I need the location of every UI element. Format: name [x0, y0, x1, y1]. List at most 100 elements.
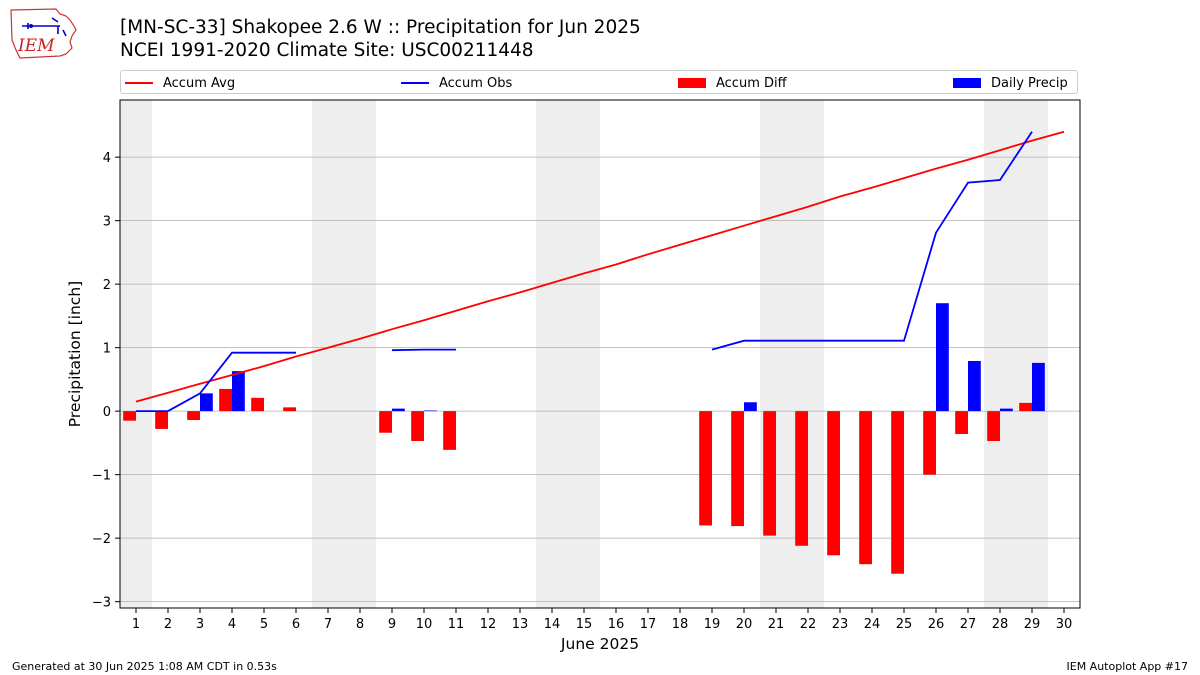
weekend-shade-day-8 [344, 100, 376, 608]
x-tick-label-20: 20 [736, 617, 753, 632]
accum-diff-bar-day-2 [155, 411, 168, 429]
x-tick-label-30: 30 [1056, 617, 1073, 632]
legend-item-daily-precip: Daily Precip [953, 74, 1068, 92]
chart-subtitle: NCEI 1991-2020 Climate Site: USC00211448 [120, 40, 534, 61]
x-tick-label-2: 2 [164, 617, 172, 632]
chart-title: [MN-SC-33] Shakopee 2.6 W :: Precipitati… [120, 17, 641, 38]
x-tick-label-4: 4 [228, 617, 236, 632]
weather-symbol-icon [22, 17, 67, 37]
x-tick-label-23: 23 [832, 617, 849, 632]
y-tick-label-1: 1 [103, 342, 111, 357]
autoplot-app-label: IEM Autoplot App #17 [1066, 660, 1189, 673]
accum-diff-bar-day-10 [411, 411, 424, 441]
daily-precip-bar-day-28 [1000, 408, 1013, 412]
y-tick-label-2: 2 [103, 278, 111, 293]
plot-frame [119, 99, 1081, 609]
x-tick-label-5: 5 [260, 617, 268, 632]
x-tick-label-12: 12 [480, 617, 497, 632]
accum-diff-bar-day-29 [1019, 402, 1032, 412]
daily-precip-bar-day-9 [392, 408, 405, 412]
daily-precip-bar-day-27 [968, 360, 981, 412]
y-axis-label: Precipitation [inch] [66, 281, 84, 427]
legend-label-accum-obs: Accum Obs [439, 75, 513, 91]
accum-diff-bar-day-20 [731, 411, 744, 527]
x-tick-label-29: 29 [1024, 617, 1041, 632]
x-tick-label-16: 16 [608, 617, 625, 632]
y-tick-label--1: −1 [92, 469, 111, 484]
accum-obs-line-segment-2 [711, 131, 1033, 351]
generated-timestamp: Generated at 30 Jun 2025 1:08 AM CDT in … [12, 660, 277, 673]
x-tick-label-13: 13 [512, 617, 529, 632]
x-tick-label-24: 24 [864, 617, 881, 632]
accum-diff-bar-day-27 [955, 411, 968, 435]
y-tick-label-0: 0 [103, 405, 111, 420]
accum-diff-bar-day-9 [379, 411, 392, 433]
legend-item-accum-diff: Accum Diff [678, 74, 787, 92]
daily-precip-bar-day-3 [200, 393, 213, 412]
accum-diff-bar-day-22 [795, 411, 808, 546]
x-tick-label-8: 8 [356, 617, 364, 632]
accum-diff-bar-day-25 [891, 411, 904, 574]
x-tick-label-18: 18 [672, 617, 689, 632]
accum-diff-bar-day-21 [763, 411, 776, 536]
y-tick-label--2: −2 [92, 532, 111, 547]
weekend-shade-day-21 [760, 100, 792, 608]
logo-text: IEM [17, 36, 55, 56]
weekend-shade-day-1 [120, 100, 152, 608]
accum-diff-bar-day-6 [283, 407, 296, 412]
daily-precip-bar-day-4 [232, 371, 245, 412]
x-tick-label-28: 28 [992, 617, 1009, 632]
iowa-outline-icon [10, 8, 77, 59]
x-tick-label-19: 19 [704, 617, 721, 632]
legend-item-accum-avg: Accum Avg [125, 74, 235, 92]
x-tick-label-7: 7 [324, 617, 332, 632]
x-tick-label-15: 15 [576, 617, 593, 632]
weekend-shade-day-15 [568, 100, 600, 608]
x-tick-label-9: 9 [388, 617, 396, 632]
weekend-shade-day-29 [1016, 100, 1048, 608]
x-tick-label-21: 21 [768, 617, 785, 632]
accum-diff-bar-day-3 [187, 411, 200, 421]
y-tick-label--3: −3 [92, 596, 111, 611]
legend-swatch-daily-precip [953, 78, 981, 88]
accum-diff-bar-day-24 [859, 411, 872, 565]
legend-label-accum-diff: Accum Diff [716, 75, 787, 91]
x-tick-label-3: 3 [196, 617, 204, 632]
x-tick-label-22: 22 [800, 617, 817, 632]
daily-precip-bar-day-29 [1032, 362, 1045, 412]
accum-obs-line-segment-1 [391, 348, 456, 352]
accum-diff-bar-day-26 [923, 411, 936, 475]
legend-item-accum-obs: Accum Obs [401, 74, 512, 92]
x-tick-label-17: 17 [640, 617, 657, 632]
daily-precip-bar-day-26 [936, 303, 949, 412]
weekend-shade-day-22 [792, 100, 824, 608]
x-tick-label-26: 26 [928, 617, 945, 632]
legend-swatch-accum-avg [125, 82, 153, 84]
weekend-shade-day-14 [536, 100, 568, 608]
x-tick-label-6: 6 [292, 617, 300, 632]
x-tick-label-1: 1 [132, 617, 140, 632]
x-axis-label: June 2025 [560, 635, 639, 653]
accum-diff-bar-day-1 [123, 411, 136, 421]
daily-precip-bar-day-20 [744, 402, 757, 412]
legend-swatch-accum-obs [401, 82, 429, 84]
accum-diff-bar-day-19 [699, 411, 712, 526]
legend-swatch-accum-diff [678, 78, 706, 88]
accum-diff-bar-day-23 [827, 411, 840, 556]
accum-diff-bar-day-5 [251, 397, 264, 412]
iem-logo: IEM [10, 8, 77, 59]
weekend-shade-day-28 [984, 100, 1016, 608]
legend-label-accum-avg: Accum Avg [163, 75, 236, 91]
x-tick-label-25: 25 [896, 617, 913, 632]
x-tick-label-10: 10 [416, 617, 433, 632]
x-tick-label-11: 11 [448, 617, 465, 632]
x-tick-label-27: 27 [960, 617, 977, 632]
weekend-shade-day-7 [312, 100, 344, 608]
y-tick-label-4: 4 [103, 151, 111, 166]
legend-label-daily-precip: Daily Precip [991, 75, 1068, 91]
accum-diff-bar-day-11 [443, 411, 456, 450]
daily-precip-bar-day-10 [424, 410, 437, 412]
x-tick-label-14: 14 [544, 617, 561, 632]
accum-obs-line-segment-0 [136, 351, 296, 413]
